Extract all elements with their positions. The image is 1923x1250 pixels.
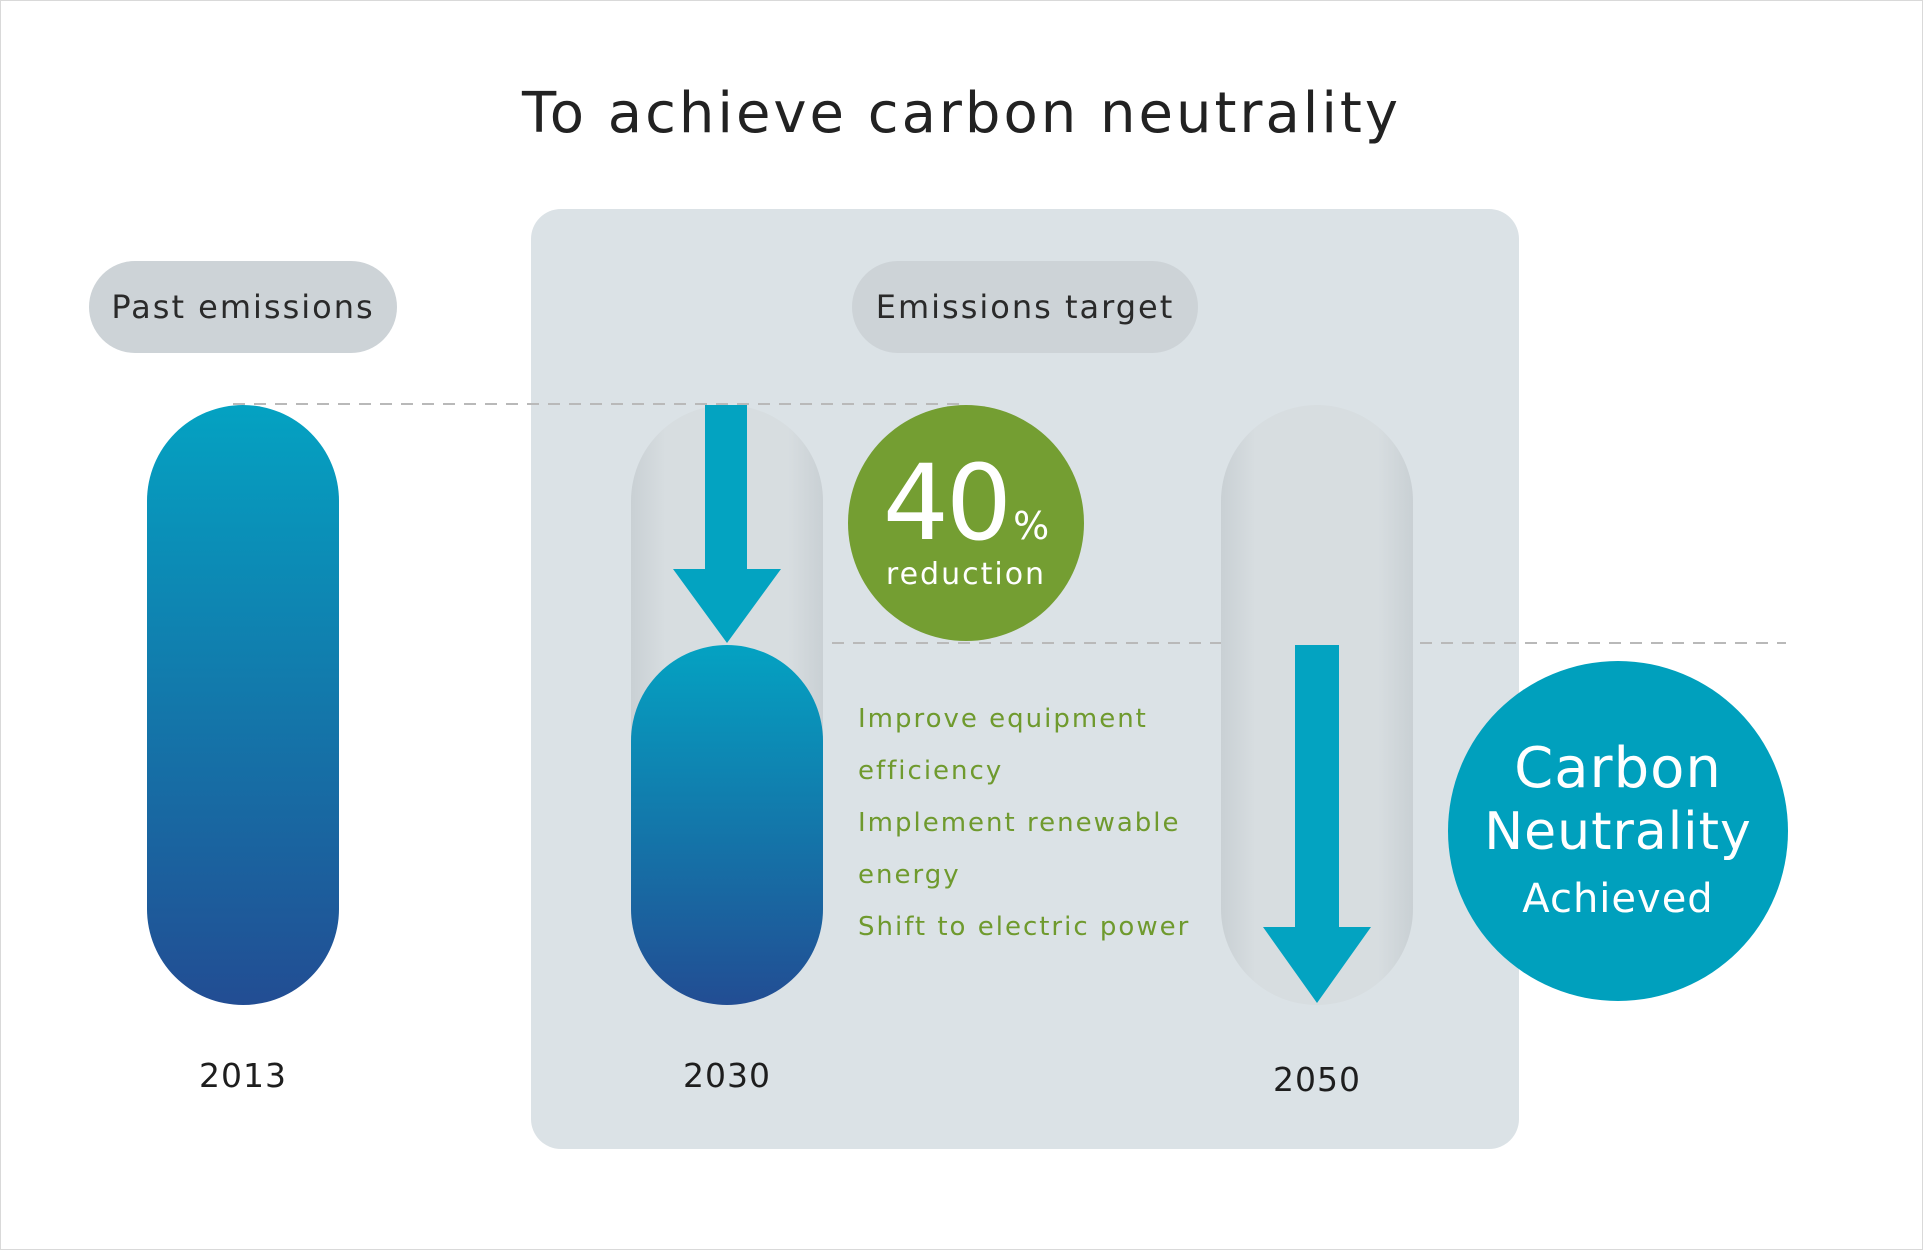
past-emissions-label: Past emissions	[89, 261, 397, 353]
action-item: energy	[858, 860, 961, 890]
neutrality-line-3: Achieved	[1522, 876, 1714, 922]
action-item: efficiency	[858, 756, 1004, 786]
action-item: Shift to electric power	[858, 912, 1191, 942]
reduction-value: 40%	[848, 451, 1084, 555]
reduction-label: reduction	[885, 557, 1047, 592]
bar-2013	[147, 405, 339, 1005]
action-item: Implement renewable	[858, 808, 1181, 838]
arrow-down-2030-icon	[673, 405, 781, 643]
year-2013-label: 2013	[199, 1056, 287, 1095]
page-title: To achieve carbon neutrality	[522, 81, 1401, 146]
reduction-badge: 40% reduction	[848, 405, 1084, 641]
arrow-down-2050-icon	[1263, 645, 1371, 1003]
bar-2030	[631, 645, 823, 1005]
year-2030-label: 2030	[683, 1056, 771, 1095]
action-item: Improve equipment	[858, 704, 1148, 734]
reduction-number: 40	[882, 442, 1012, 564]
year-2050-label: 2050	[1273, 1060, 1361, 1099]
percent-sign: %	[1013, 504, 1050, 548]
carbon-neutrality-badge: Carbon Neutrality Achieved	[1448, 661, 1788, 1001]
neutrality-line-2: Neutrality	[1484, 802, 1752, 862]
emissions-target-label: Emissions target	[852, 261, 1198, 353]
action-list: Improve equipment efficiency Implement r…	[858, 693, 1198, 953]
neutrality-line-1: Carbon	[1514, 736, 1722, 801]
